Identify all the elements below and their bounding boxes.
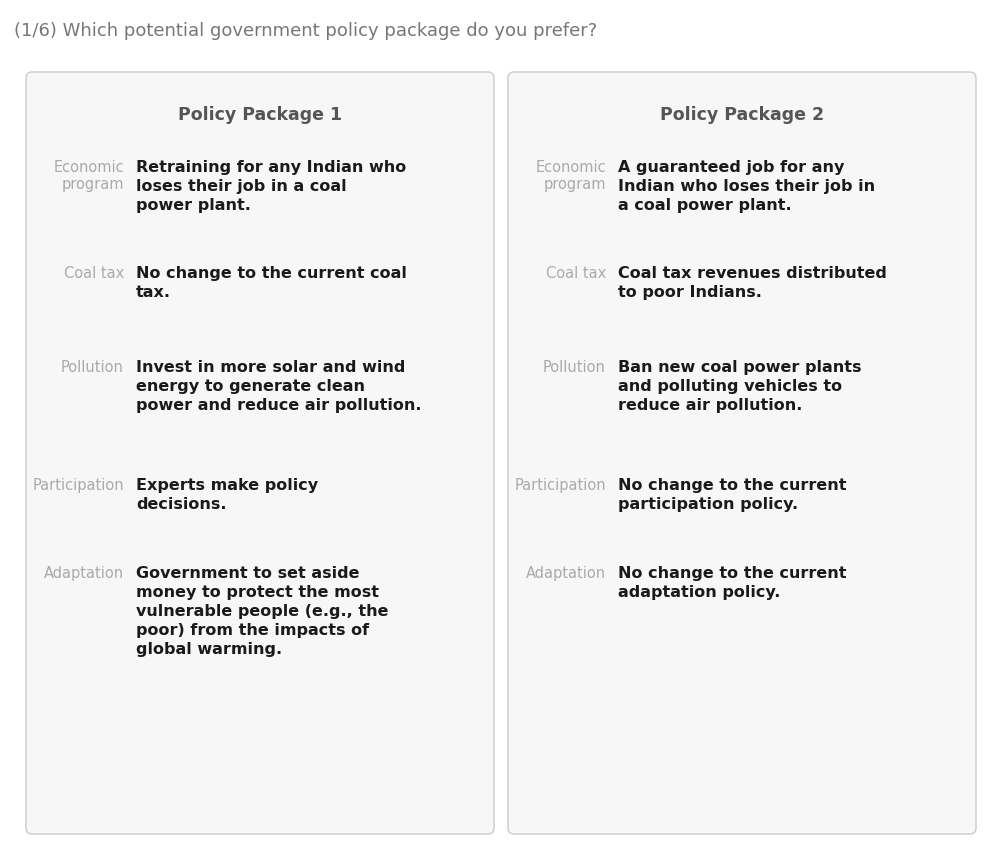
Text: program: program [61, 177, 124, 192]
Text: power and reduce air pollution.: power and reduce air pollution. [136, 398, 422, 413]
Text: energy to generate clean: energy to generate clean [136, 379, 365, 394]
Text: No change to the current: No change to the current [618, 478, 847, 493]
Text: Adaptation: Adaptation [526, 566, 606, 581]
Text: Policy Package 2: Policy Package 2 [660, 106, 824, 124]
Text: Experts make policy: Experts make policy [136, 478, 318, 493]
Text: adaptation policy.: adaptation policy. [618, 585, 781, 600]
Text: program: program [543, 177, 606, 192]
Text: global warming.: global warming. [136, 642, 283, 657]
Text: Ban new coal power plants: Ban new coal power plants [618, 360, 862, 375]
Text: Coal tax revenues distributed: Coal tax revenues distributed [618, 266, 887, 281]
Text: a coal power plant.: a coal power plant. [618, 198, 792, 213]
Text: Retraining for any Indian who: Retraining for any Indian who [136, 160, 406, 175]
Text: and polluting vehicles to: and polluting vehicles to [618, 379, 842, 394]
Text: loses their job in a coal: loses their job in a coal [136, 179, 347, 194]
Text: A guaranteed job for any: A guaranteed job for any [618, 160, 845, 175]
Text: participation policy.: participation policy. [618, 497, 799, 512]
Text: Economic: Economic [535, 160, 606, 175]
Text: Participation: Participation [32, 478, 124, 493]
FancyBboxPatch shape [508, 72, 976, 834]
Text: to poor Indians.: to poor Indians. [618, 285, 762, 300]
FancyBboxPatch shape [26, 72, 494, 834]
Text: Coal tax: Coal tax [546, 266, 606, 281]
Text: Pollution: Pollution [61, 360, 124, 375]
Text: Invest in more solar and wind: Invest in more solar and wind [136, 360, 406, 375]
Text: Government to set aside: Government to set aside [136, 566, 360, 581]
Text: Economic: Economic [53, 160, 124, 175]
Text: power plant.: power plant. [136, 198, 250, 213]
Text: Indian who loses their job in: Indian who loses their job in [618, 179, 875, 194]
Text: No change to the current coal: No change to the current coal [136, 266, 407, 281]
Text: poor) from the impacts of: poor) from the impacts of [136, 623, 369, 638]
Text: Coal tax: Coal tax [64, 266, 124, 281]
Text: decisions.: decisions. [136, 497, 226, 512]
Text: tax.: tax. [136, 285, 171, 300]
Text: Pollution: Pollution [543, 360, 606, 375]
Text: money to protect the most: money to protect the most [136, 585, 379, 600]
Text: No change to the current: No change to the current [618, 566, 847, 581]
Text: Policy Package 1: Policy Package 1 [178, 106, 342, 124]
Text: Adaptation: Adaptation [44, 566, 124, 581]
Text: Participation: Participation [514, 478, 606, 493]
Text: vulnerable people (e.g., the: vulnerable people (e.g., the [136, 604, 389, 619]
Text: (1/6) Which potential government policy package do you prefer?: (1/6) Which potential government policy … [14, 22, 597, 40]
Text: reduce air pollution.: reduce air pollution. [618, 398, 803, 413]
